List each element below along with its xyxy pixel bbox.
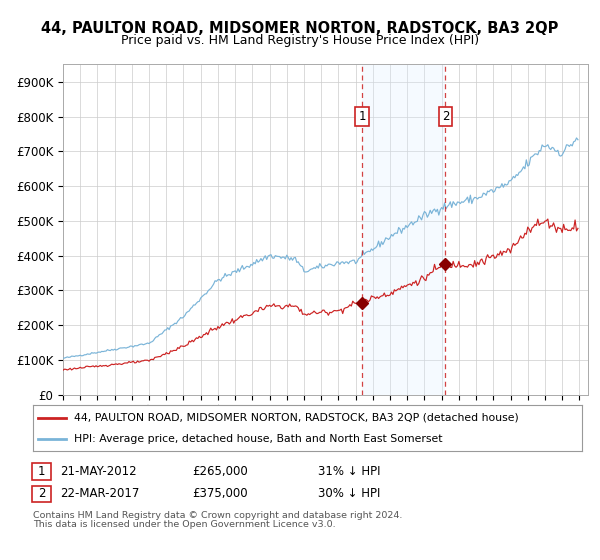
Bar	[362, 64, 445, 395]
Text: HPI: Average price, detached house, Bath and North East Somerset: HPI: Average price, detached house, Bath…	[74, 435, 443, 444]
Text: 30% ↓ HPI: 30% ↓ HPI	[318, 487, 380, 501]
Text: This data is licensed under the Open Government Licence v3.0.: This data is licensed under the Open Gov…	[33, 520, 335, 529]
Text: 21-MAY-2012: 21-MAY-2012	[60, 465, 137, 478]
Text: Contains HM Land Registry data © Crown copyright and database right 2024.: Contains HM Land Registry data © Crown c…	[33, 511, 403, 520]
Text: 44, PAULTON ROAD, MIDSOMER NORTON, RADSTOCK, BA3 2QP (detached house): 44, PAULTON ROAD, MIDSOMER NORTON, RADST…	[74, 413, 519, 423]
Text: 2: 2	[442, 110, 449, 123]
Text: 2: 2	[38, 487, 45, 501]
Text: 31% ↓ HPI: 31% ↓ HPI	[318, 465, 380, 478]
Text: 22-MAR-2017: 22-MAR-2017	[60, 487, 139, 501]
Text: 1: 1	[38, 465, 45, 478]
Text: Price paid vs. HM Land Registry's House Price Index (HPI): Price paid vs. HM Land Registry's House …	[121, 34, 479, 46]
Text: 44, PAULTON ROAD, MIDSOMER NORTON, RADSTOCK, BA3 2QP: 44, PAULTON ROAD, MIDSOMER NORTON, RADST…	[41, 21, 559, 36]
Text: £375,000: £375,000	[192, 487, 248, 501]
Text: 1: 1	[358, 110, 366, 123]
Text: £265,000: £265,000	[192, 465, 248, 478]
